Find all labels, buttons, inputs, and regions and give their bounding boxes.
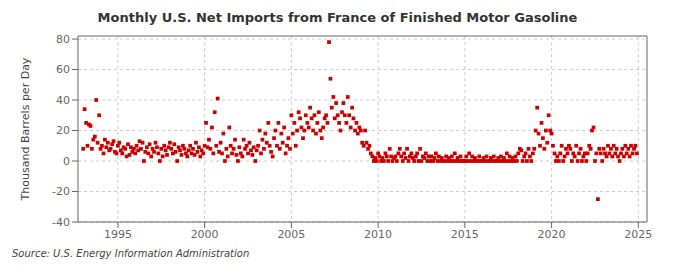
svg-text:80: 80 [56, 33, 70, 46]
svg-text:-40: -40 [52, 216, 70, 229]
svg-text:2020: 2020 [538, 228, 566, 241]
html-text:Source: U.S. Energy Informatio: Source: U.S. Energy Information Administ… [12, 248, 250, 259]
svg-text:-20: -20 [52, 185, 70, 198]
svg-text:2010: 2010 [364, 228, 392, 241]
svg-text:2000: 2000 [191, 228, 219, 241]
svg-text:20: 20 [56, 124, 70, 137]
html-text:Monthly U.S. Net Imports from: Monthly U.S. Net Imports from France of … [97, 10, 578, 25]
svg-text:40: 40 [56, 94, 70, 107]
svg-text:0: 0 [63, 155, 70, 168]
svg-text:2005: 2005 [277, 228, 305, 241]
svg-text:1995: 1995 [104, 228, 132, 241]
svg-text:2025: 2025 [624, 228, 652, 241]
svg-text:Thousand Barrels per Day: Thousand Barrels per Day [19, 57, 32, 201]
svg-text:2015: 2015 [451, 228, 479, 241]
svg-text:60: 60 [56, 63, 70, 76]
